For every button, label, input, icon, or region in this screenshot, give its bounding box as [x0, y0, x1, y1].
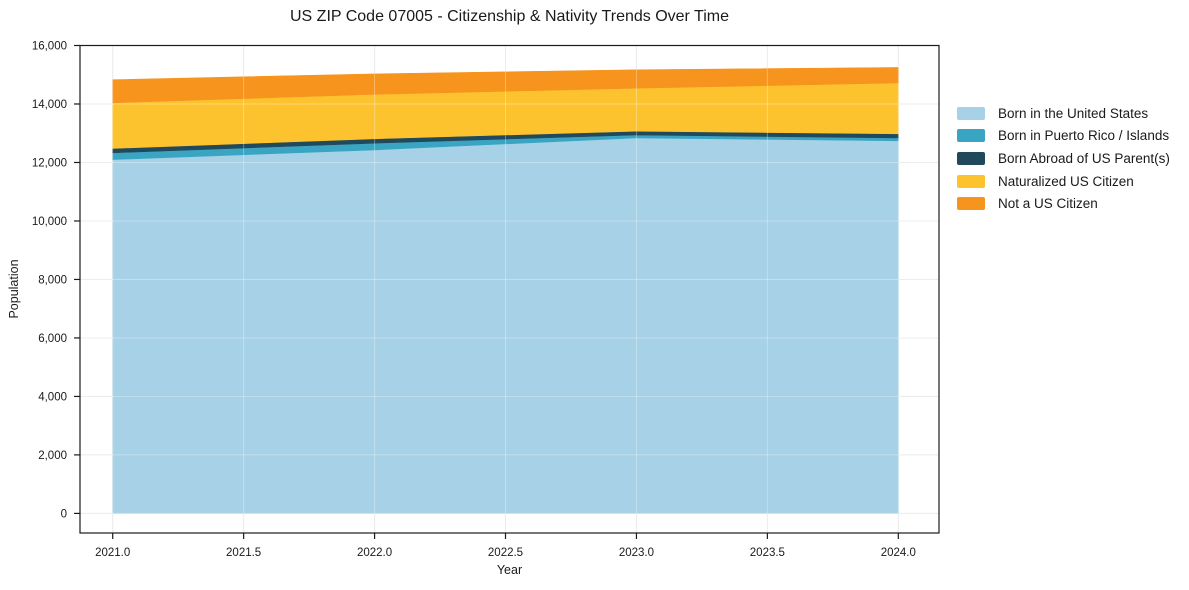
legend-label-1: Born in Puerto Rico / Islands [998, 128, 1170, 144]
x-tick-label: 2022.5 [488, 547, 523, 559]
legend-label-3: Naturalized US Citizen [998, 173, 1134, 189]
y-tick-label: 2,000 [38, 450, 67, 462]
legend-swatch-2 [957, 151, 985, 165]
legend-item-4: Not a US Citizen [957, 192, 1170, 215]
legend: Born in the United States Born in Puerto … [957, 102, 1170, 215]
x-axis-label: Year [496, 563, 523, 577]
x-tick-label: 2024.0 [881, 547, 916, 559]
x-tick-label: 2022.0 [357, 547, 392, 559]
legend-label-4: Not a US Citizen [998, 196, 1098, 212]
y-tick-label: 0 [61, 508, 67, 520]
y-tick-label: 6,000 [38, 333, 67, 345]
legend-item-2: Born Abroad of US Parent(s) [957, 147, 1170, 170]
legend-swatch-1 [957, 129, 985, 143]
x-tick-label: 2021.5 [226, 547, 261, 559]
chart-title: US ZIP Code 07005 - Citizenship & Nativi… [290, 8, 729, 25]
legend-item-1: Born in Puerto Rico / Islands [957, 125, 1170, 148]
y-tick-label: 14,000 [32, 99, 67, 111]
y-tick-label: 12,000 [32, 157, 67, 169]
area-series-4 [112, 67, 899, 104]
legend-swatch-3 [957, 174, 985, 188]
legend-swatch-0 [957, 106, 985, 120]
x-tick-label: 2023.5 [750, 547, 785, 559]
y-tick-label: 4,000 [38, 391, 67, 403]
legend-swatch-4 [957, 197, 985, 211]
y-tick-label: 16,000 [32, 41, 67, 53]
y-tick-label: 8,000 [38, 274, 67, 286]
legend-item-0: Born in the United States [957, 102, 1170, 125]
axes-spines [79, 44, 940, 534]
legend-label-0: Born in the United States [998, 105, 1149, 121]
x-tick-label: 2021.0 [95, 547, 130, 559]
y-tick-label: 10,000 [32, 216, 67, 228]
x-tick-label: 2023.0 [619, 547, 654, 559]
legend-item-3: Naturalized US Citizen [957, 170, 1170, 193]
legend-label-2: Born Abroad of US Parent(s) [998, 150, 1170, 166]
